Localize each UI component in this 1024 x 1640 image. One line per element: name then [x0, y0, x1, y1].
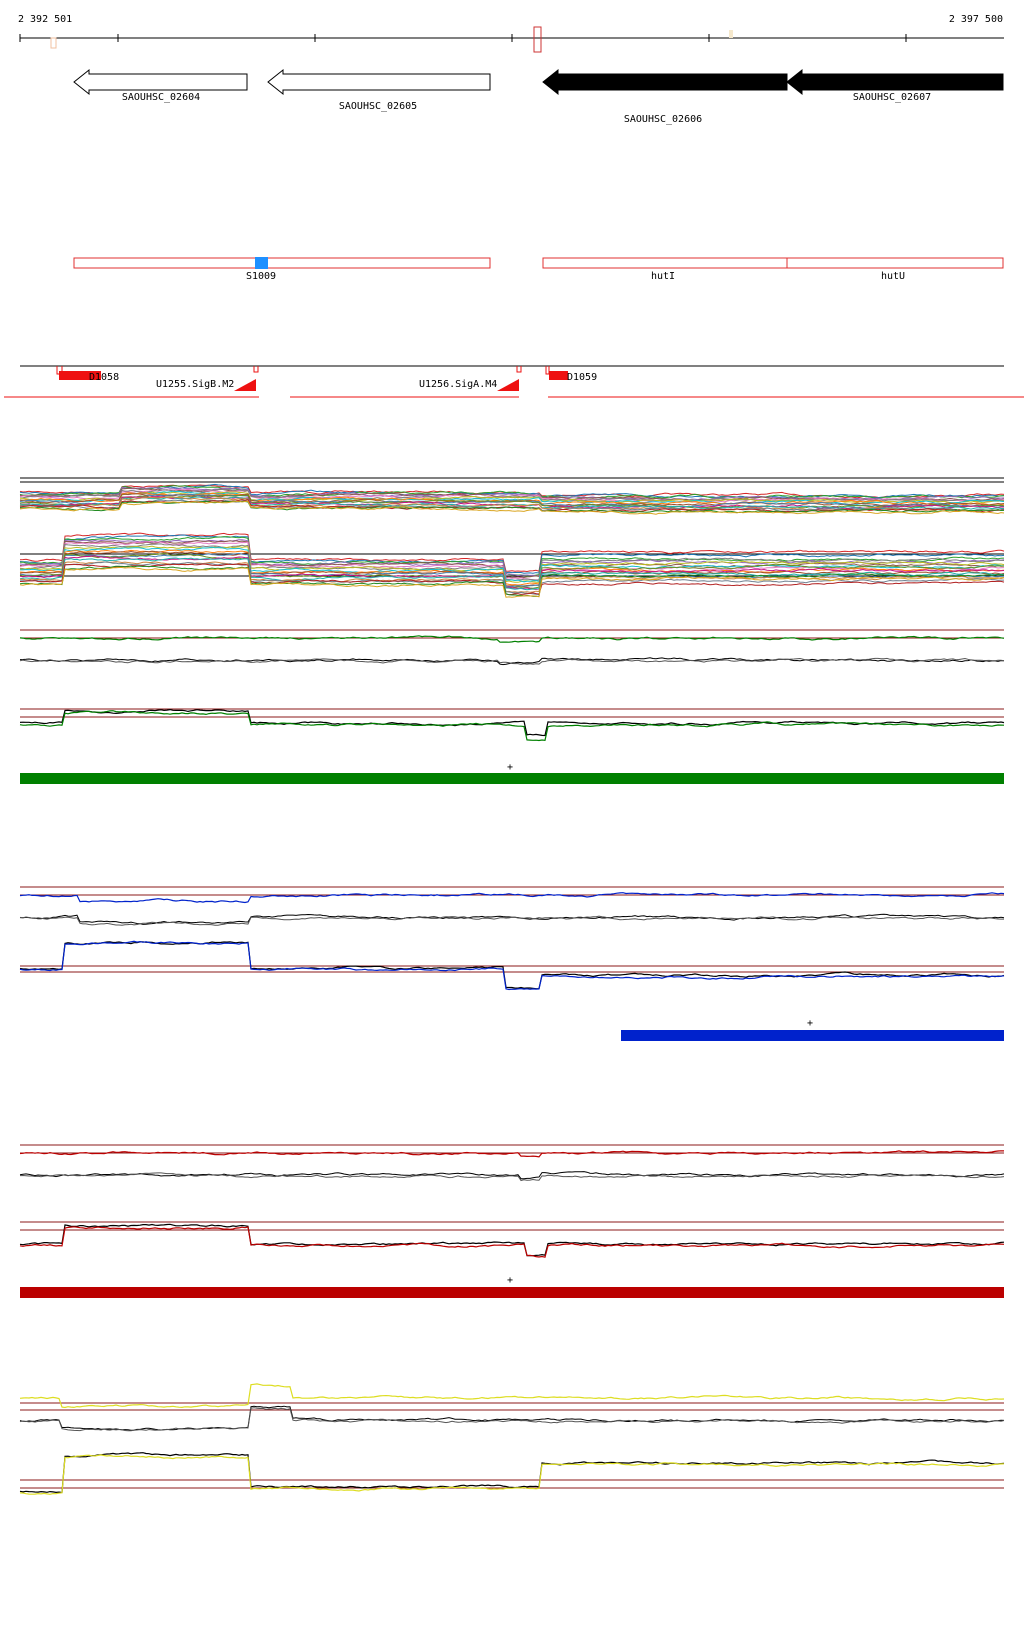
profile-line — [19, 540, 1005, 581]
red-profile-lower — [19, 1223, 1005, 1258]
strand-mark: + — [507, 762, 513, 773]
gene-arrow[interactable]: SAOUHSC_02607 — [786, 68, 1004, 103]
profile-line-condition — [19, 940, 1005, 991]
gene-label: SAOUHSC_02606 — [624, 114, 702, 125]
feature-bracket — [253, 366, 259, 373]
profile-line — [19, 493, 1005, 508]
profile-line — [19, 483, 1005, 499]
gene-arrow[interactable]: SAOUHSC_02606 — [542, 68, 788, 125]
annotation-box-label: hutU — [881, 271, 905, 282]
profile-line-reference — [19, 1171, 1005, 1180]
profile-line-condition — [19, 892, 1005, 904]
strand-mark: + — [507, 1275, 513, 1286]
ruler-ticks — [19, 34, 907, 42]
profile-line — [19, 494, 1005, 509]
profile-line-reference — [19, 941, 1005, 990]
gene-label: SAOUHSC_02604 — [122, 92, 200, 103]
feature-track: D1058 U1255.SigB.M2 U1256.SigA.M4 D1059 — [4, 365, 1024, 398]
profile-line — [19, 565, 1005, 598]
annotation-box[interactable] — [786, 257, 1004, 269]
profile-line-reference — [19, 657, 1005, 665]
promoter-triangle[interactable] — [234, 379, 256, 391]
ruler-marker — [729, 30, 733, 38]
profile-line-condition — [19, 710, 1005, 742]
profile-line-reference — [19, 915, 1004, 926]
profile-line-reference — [19, 1452, 1005, 1494]
green-profile-upper — [19, 635, 1005, 666]
ruler-marker — [50, 37, 57, 49]
feature-label: D1058 — [89, 372, 119, 383]
profile-line-condition — [19, 1383, 1005, 1409]
multi-profile-lower — [19, 532, 1005, 598]
ruler-selection-box[interactable] — [533, 26, 542, 53]
profile-line — [19, 500, 1005, 515]
profile-line-condition — [19, 1150, 1005, 1158]
gene-label: SAOUHSC_02607 — [853, 92, 931, 103]
profile-line-condition — [19, 1454, 1005, 1495]
feature-label: U1256.SigA.M4 — [419, 379, 497, 390]
profile-line — [19, 534, 1005, 574]
green-segment-bar[interactable] — [20, 773, 1004, 784]
annotation-box-label: hutI — [651, 271, 675, 282]
green-condition-panel: + — [19, 629, 1005, 784]
profile-line — [19, 485, 1004, 500]
multi-condition-panel — [19, 477, 1005, 598]
annotation-marker-label: S1009 — [246, 271, 276, 282]
gene-label: SAOUHSC_02605 — [339, 101, 417, 112]
annotation-marker[interactable] — [255, 257, 268, 269]
blue-segment-bar[interactable] — [621, 1030, 1004, 1041]
feature-bracket — [545, 366, 550, 375]
gene-track: SAOUHSC_02604 SAOUHSC_02605 SAOUHSC_0260… — [73, 68, 1004, 125]
blue-condition-panel: + — [19, 886, 1005, 1041]
profile-line — [19, 545, 1005, 583]
profile-line-condition — [19, 1226, 1005, 1258]
red-segment-bar[interactable] — [20, 1287, 1004, 1298]
profile-line — [19, 488, 1005, 502]
profile-line — [19, 550, 1005, 587]
gene-arrow[interactable]: SAOUHSC_02604 — [73, 68, 248, 103]
gene-arrow[interactable]: SAOUHSC_02605 — [267, 68, 491, 112]
red-profile-upper — [19, 1150, 1005, 1182]
feature-label: U1255.SigB.M2 — [156, 379, 234, 390]
feature-block[interactable] — [59, 371, 101, 380]
annotation-track: S1009 hutI hutU — [73, 257, 1004, 282]
profile-line — [19, 549, 1005, 586]
strand-mark: + — [807, 1018, 813, 1029]
red-condition-panel: + — [19, 1144, 1005, 1298]
profile-line-reference — [19, 1172, 1005, 1182]
blue-profile-upper — [19, 892, 1005, 926]
profile-line-reference — [19, 1407, 1005, 1432]
profile-line — [20, 546, 1005, 583]
profile-line — [19, 540, 1005, 579]
start-coordinate: 2 392 501 — [18, 14, 72, 25]
green-profile-lower — [19, 708, 1005, 742]
coordinate-ruler: 2 392 501 2 397 500 — [18, 14, 1004, 53]
profile-line — [19, 563, 1005, 596]
multi-profile-upper — [19, 483, 1005, 515]
yellow-profile-lower — [19, 1452, 1005, 1495]
blue-profile-lower — [19, 940, 1005, 991]
profile-line — [19, 561, 1004, 596]
profile-line-reference — [19, 1223, 1005, 1257]
feature-block[interactable] — [549, 371, 568, 380]
end-coordinate: 2 397 500 — [949, 14, 1003, 25]
yellow-profile-upper — [19, 1383, 1005, 1432]
yellow-condition-panel — [19, 1383, 1005, 1495]
annotation-box[interactable] — [73, 257, 491, 269]
feature-label: D1059 — [567, 372, 597, 383]
profile-line — [19, 567, 1005, 598]
promoter-triangle[interactable] — [497, 379, 519, 391]
profile-line-condition — [19, 635, 1005, 643]
feature-bracket — [516, 366, 522, 373]
profile-line — [19, 552, 1005, 588]
annotation-box[interactable] — [542, 257, 788, 269]
profile-line — [19, 557, 1005, 591]
